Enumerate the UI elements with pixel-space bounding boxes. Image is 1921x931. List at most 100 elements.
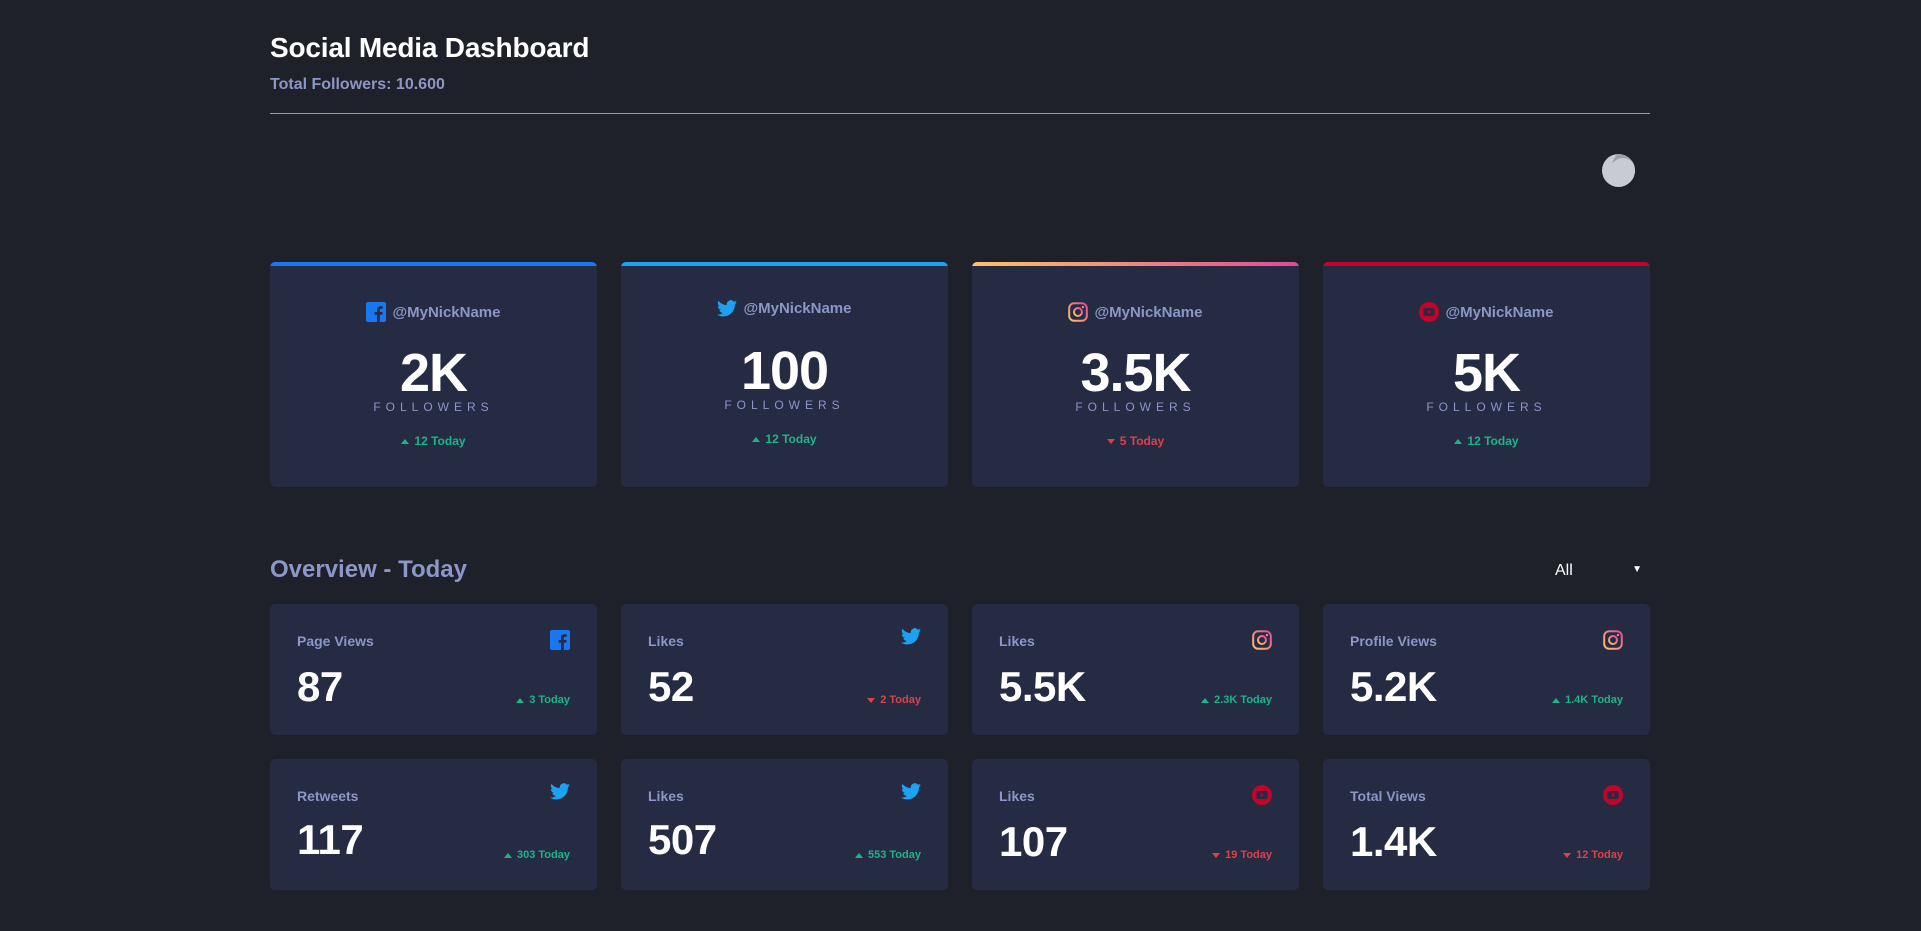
overview-label: Retweets xyxy=(297,788,359,804)
follower-delta: 5 Today xyxy=(972,434,1299,448)
overview-card: Likes 5.5K 2.3K Today xyxy=(972,604,1299,735)
arrow-up-icon xyxy=(1454,438,1463,444)
overview-card: Likes 507 553 Today xyxy=(621,759,948,890)
overview-card: Likes 52 2 Today xyxy=(621,604,948,735)
arrow-up-icon xyxy=(504,852,512,858)
delta-text: 2 Today xyxy=(880,694,921,706)
arrow-down-icon xyxy=(867,697,876,703)
overview-delta: 2 Today xyxy=(867,694,921,706)
delta-text: 12 Today xyxy=(414,434,466,448)
instagram-icon xyxy=(1068,302,1089,322)
dashboard: Social Media Dashboard Total Followers: … xyxy=(270,0,1650,931)
instagram-icon xyxy=(1603,630,1623,650)
arrow-up-icon xyxy=(516,697,525,703)
youtube-icon xyxy=(1603,785,1623,805)
twitter-icon xyxy=(550,783,570,803)
overview-value: 5.5K xyxy=(999,663,1086,710)
caret-down-icon: ▼ xyxy=(1632,564,1642,575)
header-divider xyxy=(270,113,1650,114)
arrow-up-icon xyxy=(401,438,410,444)
follower-delta: 12 Today xyxy=(270,434,597,448)
delta-text: 553 Today xyxy=(868,849,921,861)
page-title: Social Media Dashboard xyxy=(270,32,590,63)
delta-text: 19 Today xyxy=(1225,849,1272,861)
delta-text: 12 Today xyxy=(1467,434,1519,448)
moon-icon xyxy=(1610,154,1635,184)
total-followers: Total Followers: 10.600 xyxy=(270,76,445,93)
overview-value: 507 xyxy=(648,816,717,863)
follower-card-youtube: @MyNickName 5K FOLLOWERS 12 Today xyxy=(1323,262,1650,487)
followers-label: FOLLOWERS xyxy=(373,400,494,414)
theme-toggle-button[interactable] xyxy=(1602,154,1635,187)
overview-label: Profile Views xyxy=(1350,633,1437,649)
overview-value: 117 xyxy=(297,816,364,863)
filter-selected-value: All xyxy=(1555,562,1573,579)
delta-text: 303 Today xyxy=(517,849,570,861)
follower-delta: 12 Today xyxy=(621,432,948,446)
overview-label: Page Views xyxy=(297,633,374,649)
arrow-down-icon xyxy=(1106,438,1115,444)
youtube-icon xyxy=(1419,302,1440,322)
delta-text: 12 Today xyxy=(765,432,817,446)
card-accent-bar xyxy=(972,262,1299,266)
overview-delta: 12 Today xyxy=(1563,849,1623,861)
overview-delta: 3 Today xyxy=(516,694,570,706)
card-accent-bar xyxy=(1323,262,1650,266)
overview-value: 107 xyxy=(999,818,1068,865)
arrow-up-icon xyxy=(855,852,863,858)
overview-value: 5.2K xyxy=(1350,663,1437,710)
card-handle[interactable]: @MyNickName xyxy=(1094,303,1203,321)
arrow-up-icon xyxy=(1552,697,1561,703)
twitter-icon xyxy=(901,783,921,803)
delta-text: 12 Today xyxy=(1576,849,1623,861)
follower-count: 100 xyxy=(740,341,829,401)
overview-label: Likes xyxy=(999,633,1035,649)
followers-label: FOLLOWERS xyxy=(1075,400,1196,414)
delta-text: 5 Today xyxy=(1119,434,1165,448)
overview-delta: 19 Today xyxy=(1212,849,1272,861)
overview-card: Profile Views 5.2K 1.4K Today xyxy=(1323,604,1650,735)
overview-delta: 2.3K Today xyxy=(1201,694,1272,706)
overview-label: Likes xyxy=(999,788,1035,804)
overview-delta: 553 Today xyxy=(855,849,921,861)
header: Social Media Dashboard Total Followers: … xyxy=(270,32,1650,94)
overview-card: Page Views 87 3 Today xyxy=(270,604,597,735)
follower-card-facebook: @MyNickName 2K FOLLOWERS 12 Today xyxy=(270,262,597,487)
twitter-icon xyxy=(901,628,921,648)
card-handle-row: @MyNickName xyxy=(1323,302,1650,322)
follower-cards: @MyNickName 2K FOLLOWERS 12 Today @MyNic… xyxy=(270,262,1650,487)
overview-value: 52 xyxy=(648,663,694,710)
overview-value: 87 xyxy=(297,663,343,710)
instagram-icon xyxy=(1252,630,1272,650)
follower-count: 2K xyxy=(399,343,468,403)
followers-label: FOLLOWERS xyxy=(724,398,845,412)
overview-label: Total Views xyxy=(1350,788,1426,804)
overview-card: Likes 107 19 Today xyxy=(972,759,1299,890)
card-handle-row: @MyNickName xyxy=(270,302,597,322)
overview-label: Likes xyxy=(648,788,684,804)
overview-title: Overview - Today xyxy=(270,556,467,583)
network-filter-select[interactable]: All ▼ xyxy=(1555,558,1650,582)
overview-delta: 1.4K Today xyxy=(1552,694,1623,706)
arrow-up-icon xyxy=(752,436,761,442)
card-handle[interactable]: @MyNickName xyxy=(392,303,501,321)
overview-label: Likes xyxy=(648,633,684,649)
card-handle[interactable]: @MyNickName xyxy=(1445,303,1554,321)
arrow-down-icon xyxy=(1212,852,1221,858)
delta-text: 3 Today xyxy=(529,694,570,706)
follower-delta: 12 Today xyxy=(1323,434,1650,448)
facebook-icon xyxy=(366,302,387,322)
overview-card: Retweets 117 303 Today xyxy=(270,759,597,890)
overview-value: 1.4K xyxy=(1350,818,1437,865)
follower-card-instagram: @MyNickName 3.5K FOLLOWERS 5 Today xyxy=(972,262,1299,487)
card-accent-bar xyxy=(270,262,597,266)
arrow-up-icon xyxy=(1201,697,1210,703)
card-handle-row: @MyNickName xyxy=(972,302,1299,322)
follower-card-twitter: @MyNickName 100 FOLLOWERS 12 Today xyxy=(621,262,948,487)
card-handle[interactable]: @MyNickName xyxy=(743,300,852,317)
follower-count: 3.5K xyxy=(1080,343,1191,403)
card-handle-row: @MyNickName xyxy=(621,300,948,317)
delta-text: 2.3K Today xyxy=(1214,694,1272,706)
facebook-icon xyxy=(550,630,570,650)
delta-text: 1.4K Today xyxy=(1565,694,1623,706)
